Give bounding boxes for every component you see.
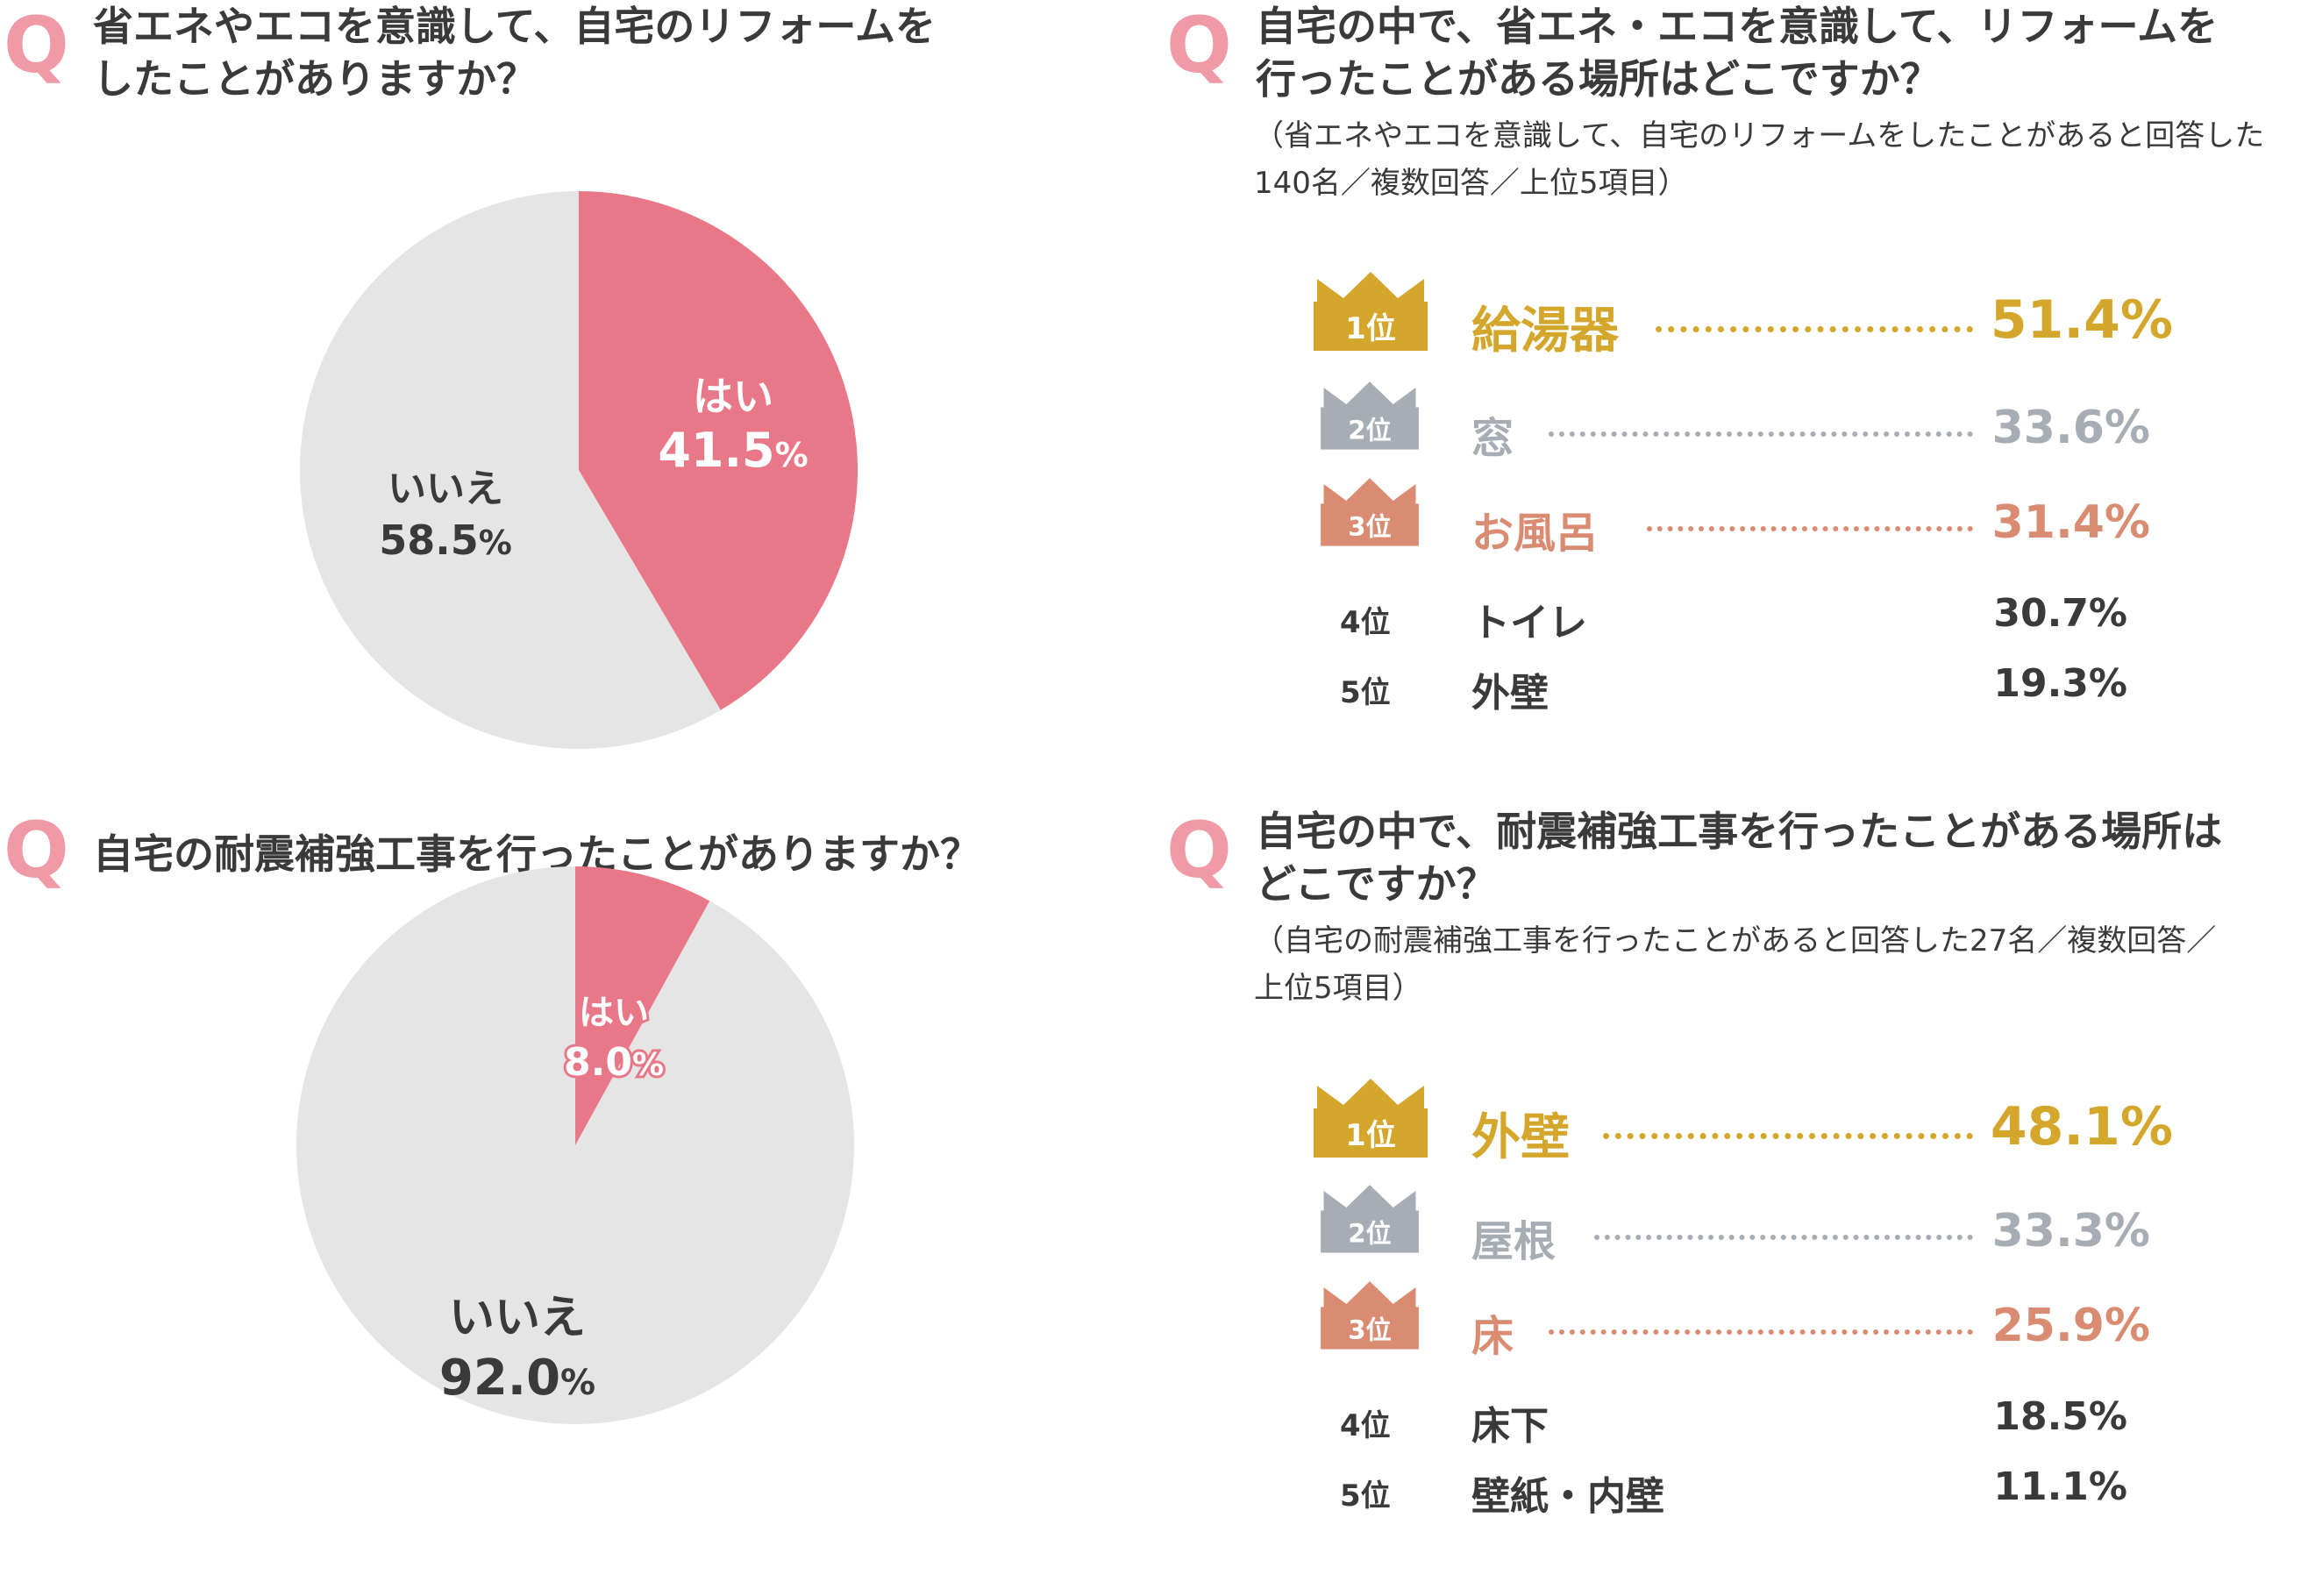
ranking-item-value: 51.4% [1990,289,2173,351]
pie-value-no: 92.0% [439,1350,595,1407]
crown-badge-bronze: 3位 [1321,478,1419,546]
ranking-item-value: 18.5% [1993,1394,2127,1439]
ranking-item-value: 33.3% [1991,1205,2150,1258]
rank-label: 4位 [1340,605,1391,640]
crown-base [1314,302,1428,351]
rank-label: 5位 [1340,675,1391,710]
pie-value-no-number: 92.0 [439,1350,560,1407]
leader-dots [1549,1329,1973,1335]
pie-label-no: いいえ [449,1292,586,1344]
q-icon: Q [1166,0,1232,90]
ranking-list-eco: 1位 給湯器 51.4% 2位 窓 33.6% 3位 お風呂 [1314,263,2173,737]
ranking-item-label: トイレ [1471,601,1587,645]
pie-value-no-unit: % [560,1363,595,1403]
ranking-list-seismic: 1位 外壁 48.1% 2位 屋根 33.3% 3位 床 [1314,1070,2173,1561]
crown-base [1321,503,1419,546]
leader-dots [1549,431,1973,437]
pie-value-yes-unit: % [632,1047,664,1083]
panel-eco-reform-ranking: Q 自宅の中で、省エネ・エコを意識して、リフォームを 行ったことがある場所はどこ… [1166,0,2301,772]
rank-label: 4位 [1340,1408,1391,1443]
rank-label: 1位 [1345,1118,1396,1153]
q-icon: Q [4,0,69,90]
pie-slice-no [296,866,855,1424]
pie-slice-yes [579,191,858,710]
panel-seismic-ranking: Q 自宅の中で、耐震補強工事を行ったことがある場所は どこですか？ （自宅の耐震… [1166,789,2301,1596]
pie-value-yes: 8.0% [564,1040,664,1085]
ranking-row-1: 1位 給湯器 51.4% [1314,263,2173,360]
ranking-item-label: お風呂 [1471,509,1599,558]
ranking-row-4: 4位 トイレ 30.7% [1314,579,2173,666]
crown-base [1321,1307,1419,1350]
crown-badge-silver: 2位 [1321,1185,1419,1253]
leader-dots [1656,326,1973,332]
ranking-row-2: 2位 窓 33.6% [1314,377,2173,465]
question-note-eco-places: （省エネやエコを意識して、自宅のリフォームをしたことがあると回答した 140名／… [1254,118,2265,201]
pie-chart-eco-reform: はい 41.5% いいえ 58.5% [300,191,858,749]
question-note-seismic-places: （自宅の耐震補強工事を行ったことがあると回答した27名／複数回答／ 上位5項目） [1254,923,2217,1006]
ranking-item-value: 11.1% [1993,1464,2127,1509]
ranking-item-label: 床 [1471,1312,1514,1361]
pie-value-yes-number: 8.0 [564,1040,632,1085]
pie-label-yes: はい [579,993,649,1033]
pie-label-no: いいえ [388,467,503,511]
panel-eco-reform-pie: Q 省エネやエコを意識して、自宅のリフォームを したことがありますか？ はい 4… [0,0,1122,772]
pie-value-yes-unit: % [775,436,809,474]
crown-badge-gold: 1位 [1314,272,1428,351]
pie-value-yes: 41.5% [658,423,808,478]
ranking-item-value: 19.3% [1993,661,2127,706]
crown-base [1321,1210,1419,1253]
leader-dots [1603,1133,1973,1139]
ranking-row-2: 2位 屋根 33.3% [1314,1180,2173,1268]
question-seismic-places: 自宅の中で、耐震補強工事を行ったことがある場所は どこですか？ [1256,808,2223,908]
ranking-item-label: 床下 [1471,1404,1549,1449]
ranking-item-value: 25.9% [1991,1300,2150,1352]
rank-label: 2位 [1348,1219,1392,1249]
rank-label: 1位 [1345,311,1396,346]
ranking-row-3: 3位 お風呂 31.4% [1314,474,2173,561]
crown-badge-silver: 2位 [1321,381,1419,450]
ranking-item-value: 31.4% [1991,496,2150,549]
leader-dots [1594,1235,1973,1240]
ranking-item-label: 壁紙・内壁 [1471,1474,1664,1519]
ranking-item-label: 窓 [1471,414,1514,463]
ranking-item-value: 33.6% [1991,402,2150,454]
crown-badge-gold: 1位 [1314,1079,1428,1158]
question-eco-places: 自宅の中で、省エネ・エコを意識して、リフォームを 行ったことがある場所はどこです… [1256,3,2219,103]
pie-value-yes-number: 41.5 [658,423,774,478]
pie-value-no-number: 58.5 [379,517,479,564]
panel-seismic-pie: Q 自宅の耐震補強工事を行ったことがありますか？ はい 8.0% いいえ 92.… [0,789,1122,1596]
ranking-row-3: 3位 床 25.9% [1314,1277,2173,1364]
ranking-item-label: 外壁 [1471,671,1549,716]
rank-label: 5位 [1340,1478,1391,1514]
ranking-row-5: 5位 壁紙・内壁 11.1% [1314,1456,2173,1543]
pie-chart-seismic: はい 8.0% いいえ 92.0% [296,866,855,1424]
ranking-item-label: 給湯器 [1471,303,1619,360]
q-icon: Q [1166,805,1232,895]
ranking-item-label: 屋根 [1471,1217,1557,1266]
rank-label: 3位 [1348,1315,1392,1345]
crown-badge-bronze: 3位 [1321,1281,1419,1350]
rank-label: 3位 [1348,512,1392,542]
pie-value-no-unit: % [479,524,512,562]
leader-dots [1647,526,1973,531]
ranking-item-value: 30.7% [1993,591,2127,636]
ranking-item-label: 外壁 [1471,1109,1570,1166]
pie-slice-yes [575,866,710,1145]
question-eco-reform: 省エネやエコを意識して、自宅のリフォームを したことがありますか？ [93,3,936,103]
q-icon: Q [4,805,69,895]
crown-base [1321,407,1419,450]
ranking-row-5: 5位 外壁 19.3% [1314,649,2173,737]
rank-label: 2位 [1348,416,1392,445]
ranking-row-1: 1位 外壁 48.1% [1314,1070,2173,1166]
ranking-row-4: 4位 床下 18.5% [1314,1386,2173,1473]
pie-label-yes: はい [693,373,773,420]
ranking-item-value: 48.1% [1990,1096,2173,1158]
crown-base [1314,1108,1428,1158]
pie-value-no: 58.5% [379,517,512,564]
pie-slice-no [300,191,721,749]
